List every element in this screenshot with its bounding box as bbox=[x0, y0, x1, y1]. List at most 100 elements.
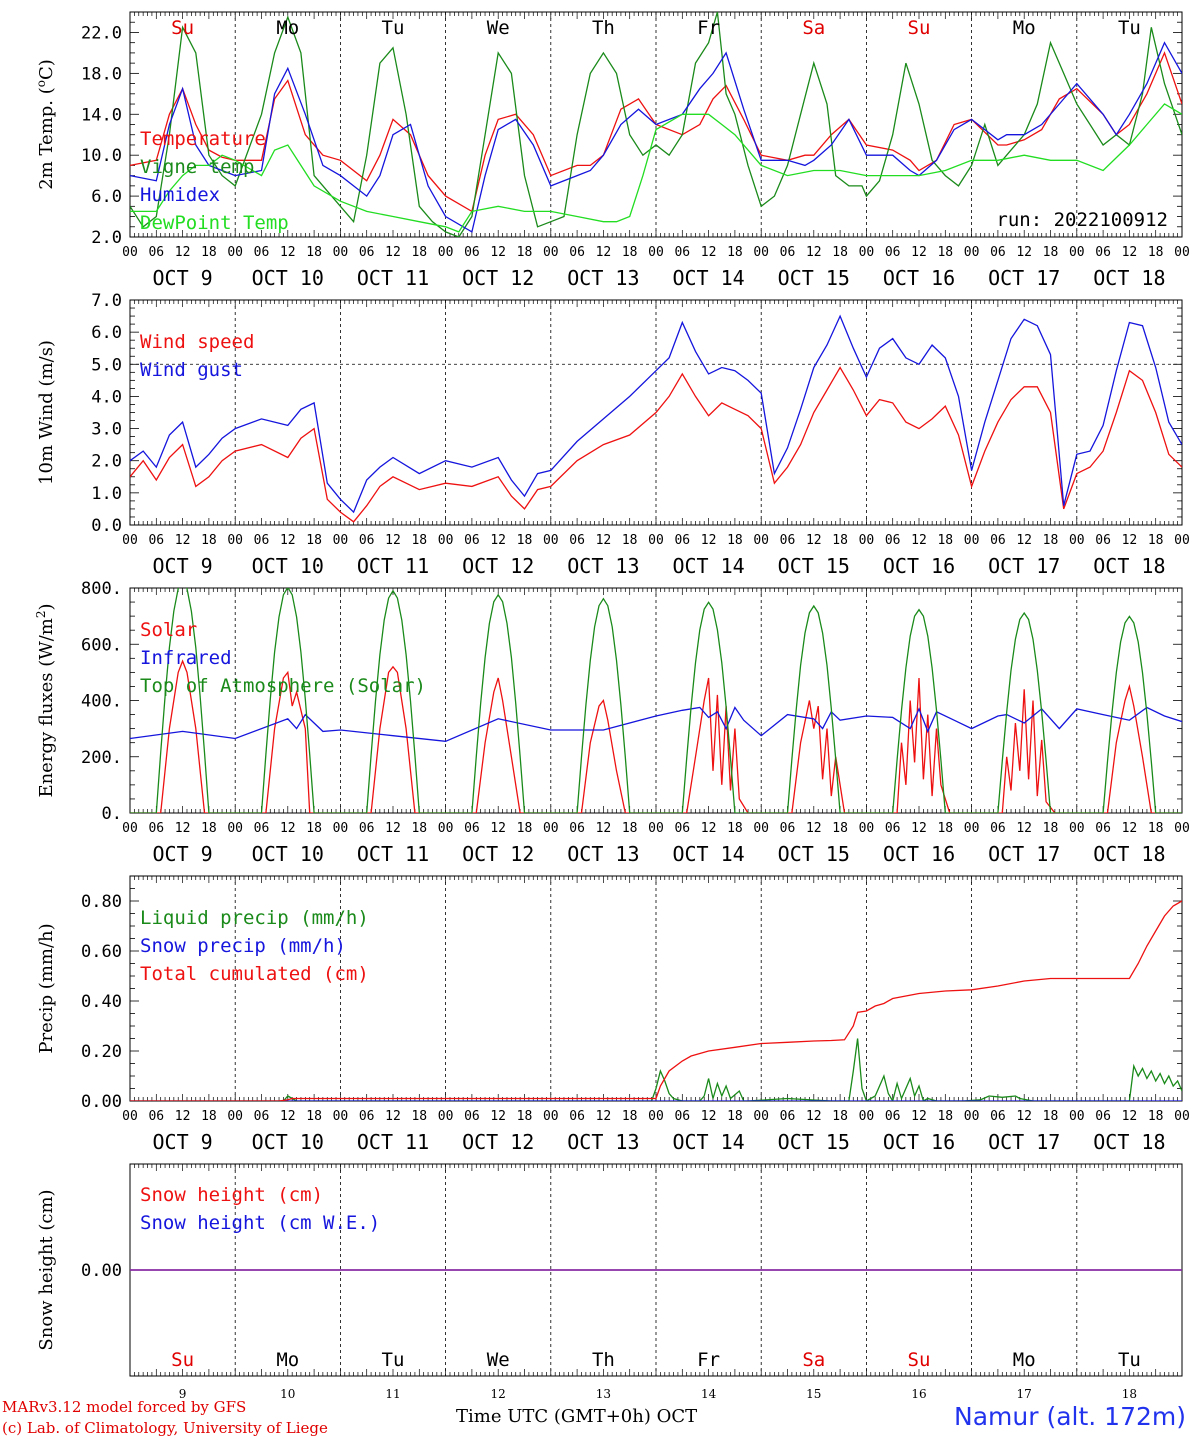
panel-wind: 0.0 1.0 2.0 3.0 4.0 5.0 6.0 7.0 10m Wind (m/s) Wi… bbox=[36, 291, 1190, 578]
hour-tick-label: 12 bbox=[385, 533, 401, 548]
hour-tick-label: 18 bbox=[517, 533, 533, 548]
date-label: OCT 16 bbox=[883, 842, 955, 866]
hour-tick-label: 06 bbox=[254, 1109, 270, 1124]
hour-tick-label: 12 bbox=[490, 533, 506, 548]
hour-tick-label: 12 bbox=[806, 245, 822, 260]
hour-tick-label: 00 bbox=[648, 1109, 664, 1124]
hour-tick-label: 06 bbox=[1095, 821, 1111, 836]
hour-tick-label: 00 bbox=[122, 821, 138, 836]
legend-entry: Temperature bbox=[140, 128, 266, 150]
hour-tick-label: 12 bbox=[806, 1109, 822, 1124]
hour-tick-label: 12 bbox=[1016, 245, 1032, 260]
hour-tick-label: 00 bbox=[333, 533, 349, 548]
date-label: OCT 15 bbox=[778, 1130, 850, 1154]
hour-tick-label: 12 bbox=[701, 245, 717, 260]
hour-tick-label: 06 bbox=[885, 533, 901, 548]
date-label: OCT 17 bbox=[988, 1130, 1060, 1154]
hour-tick-label: 00 bbox=[648, 533, 664, 548]
y-tick-label: 0.00 bbox=[81, 1092, 122, 1112]
hour-tick-label: 00 bbox=[1174, 245, 1190, 260]
hour-tick-label: 06 bbox=[569, 245, 585, 260]
hour-tick-label: 12 bbox=[385, 1109, 401, 1124]
hour-tick-label: 00 bbox=[1174, 821, 1190, 836]
x-axis-title: Time UTC (GMT+0h) OCT bbox=[456, 1406, 698, 1427]
hour-tick-label: 18 bbox=[517, 245, 533, 260]
date-label: OCT 16 bbox=[883, 266, 955, 290]
hour-tick-label: 12 bbox=[701, 1109, 717, 1124]
hour-tick-label: 06 bbox=[464, 1109, 480, 1124]
hour-tick-label: 06 bbox=[569, 821, 585, 836]
hour-tick-label: 18 bbox=[937, 1109, 953, 1124]
series-temperature bbox=[130, 51, 1182, 213]
hour-tick-label: 06 bbox=[674, 821, 690, 836]
day-number: 10 bbox=[280, 1387, 295, 1401]
panel-flux: 0. 200. 400. 600. 800. Energy fluxes (W/m2) So… bbox=[34, 579, 1190, 866]
run-label: run: 2022100912 bbox=[996, 209, 1168, 231]
hour-tick-label: 18 bbox=[1043, 821, 1059, 836]
series-total-cumulated-cm- bbox=[130, 900, 1182, 1101]
series-infrared bbox=[130, 706, 1182, 742]
hour-tick-label: 00 bbox=[1069, 1109, 1085, 1124]
hour-tick-label: 00 bbox=[1069, 533, 1085, 548]
hour-tick-label: 12 bbox=[280, 821, 296, 836]
station-name: Namur (alt. 172m) bbox=[954, 1402, 1186, 1431]
hour-tick-label: 12 bbox=[596, 1109, 612, 1124]
hour-tick-label: 00 bbox=[859, 821, 875, 836]
hour-tick-label: 06 bbox=[674, 533, 690, 548]
hour-tick-label: 18 bbox=[622, 821, 638, 836]
day-number: 14 bbox=[701, 1387, 717, 1401]
hour-tick-label: 12 bbox=[280, 1109, 296, 1124]
date-label: OCT 16 bbox=[883, 554, 955, 578]
hour-tick-label: 18 bbox=[1148, 1109, 1164, 1124]
date-label: OCT 9 bbox=[152, 554, 212, 578]
degree-superscript: o bbox=[34, 80, 48, 87]
weekday-label: Su bbox=[171, 1349, 194, 1371]
weekday-label: Fr bbox=[697, 17, 720, 39]
hour-tick-label: 12 bbox=[1122, 821, 1138, 836]
weekday-label: Tu bbox=[1118, 1349, 1141, 1371]
hour-tick-label: 18 bbox=[832, 1109, 848, 1124]
hour-tick-label: 18 bbox=[201, 821, 217, 836]
date-label: OCT 14 bbox=[672, 266, 744, 290]
hour-tick-label: 18 bbox=[306, 821, 322, 836]
hour-tick-label: 12 bbox=[175, 821, 191, 836]
panel-temp: 2.0 6.0 10.0 14.0 18.0 22.0 2m Temp. (oC) Tempe… bbox=[34, 11, 1190, 290]
y-axis-label: 2m Temp. (oC) bbox=[34, 59, 57, 190]
hour-tick-label: 18 bbox=[517, 1109, 533, 1124]
hour-tick-label: 00 bbox=[1069, 821, 1085, 836]
hour-tick-label: 18 bbox=[411, 533, 427, 548]
hour-tick-label: 00 bbox=[964, 245, 980, 260]
hour-tick-label: 18 bbox=[937, 821, 953, 836]
weekday-label: Mo bbox=[1013, 1349, 1036, 1371]
date-label: OCT 15 bbox=[778, 842, 850, 866]
hour-tick-label: 06 bbox=[885, 821, 901, 836]
hour-tick-label: 06 bbox=[780, 245, 796, 260]
hour-tick-label: 00 bbox=[753, 821, 769, 836]
y-tick-label: 6.0 bbox=[91, 323, 122, 343]
hour-tick-label: 12 bbox=[911, 821, 927, 836]
hour-tick-label: 06 bbox=[1095, 245, 1111, 260]
y-tick-label: 2.0 bbox=[91, 452, 122, 472]
hour-tick-label: 18 bbox=[622, 533, 638, 548]
hour-tick-label: 06 bbox=[990, 245, 1006, 260]
hour-tick-label: 00 bbox=[543, 821, 559, 836]
hour-tick-label: 00 bbox=[227, 245, 243, 260]
hour-tick-label: 06 bbox=[148, 245, 164, 260]
unit-close: ) bbox=[36, 603, 57, 610]
hour-tick-label: 00 bbox=[438, 533, 454, 548]
hour-tick-label: 18 bbox=[201, 533, 217, 548]
weekday-label: Tu bbox=[382, 17, 405, 39]
hour-tick-label: 06 bbox=[990, 533, 1006, 548]
hour-tick-label: 06 bbox=[780, 821, 796, 836]
y-tick-label: 200. bbox=[81, 748, 122, 768]
hour-tick-label: 12 bbox=[385, 245, 401, 260]
legend-entry: Snow height (cm W.E.) bbox=[140, 1212, 380, 1234]
y-tick-label: 10.0 bbox=[81, 146, 122, 166]
hour-tick-label: 12 bbox=[1016, 533, 1032, 548]
date-label: OCT 11 bbox=[357, 842, 429, 866]
hour-tick-label: 12 bbox=[175, 1109, 191, 1124]
hour-tick-label: 18 bbox=[306, 533, 322, 548]
hour-tick-label: 06 bbox=[254, 245, 270, 260]
date-label: OCT 10 bbox=[252, 266, 324, 290]
